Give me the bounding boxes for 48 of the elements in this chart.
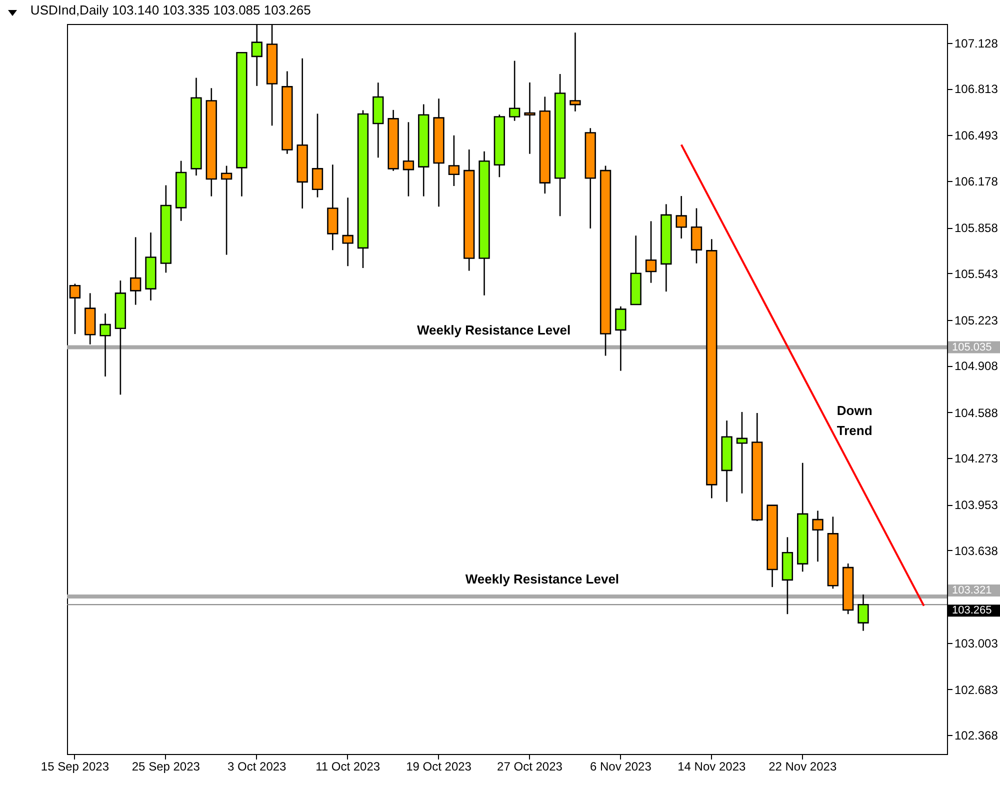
y-tick-label: 102.683 [954,682,998,697]
annotation: Down Trend [836,402,872,438]
candlestick [690,208,702,264]
candlestick [312,113,324,198]
ref-line-label: Weekly Resistance Level [465,572,620,587]
x-tick-label: 27 Oct 2023 [497,760,563,774]
text: 103.265 [952,604,992,617]
candlestick [858,594,869,632]
x-tick-label: 19 Oct 2023 [406,760,472,774]
x-tick-label: 25 Sep 2023 [132,760,200,774]
x-tick-label: 6 Nov 2023 [590,760,652,774]
y-tick-label: 105.543 [954,266,998,281]
candlestick [645,220,657,284]
text: 103.321 [952,584,992,597]
y-tick-label: 105.223 [954,313,998,328]
y-tick-label: 103.953 [954,498,998,512]
y-tick-label: 106.813 [954,82,998,96]
candlestick [100,312,111,378]
x-tick-label: 3 Oct 2023 [228,760,287,774]
y-tick-label: 107.128 [954,36,998,50]
x-tick-label: 14 Nov 2023 [678,760,746,774]
candlestick [812,510,824,562]
y-tick-label: 103.003 [954,636,998,650]
candlestick [448,134,460,187]
y-tick-label: 106.493 [954,128,998,143]
candlestick [402,122,414,197]
x-tick-label: 22 Nov 2023 [768,760,837,774]
candlestick [615,306,626,372]
y-tick-label: 104.273 [954,452,998,466]
candlestick [509,60,520,122]
candlestick [570,32,581,112]
y-tick-label: 104.908 [954,359,998,374]
y-tick-label: 105.858 [954,221,998,236]
x-tick-label: 11 Oct 2023 [316,760,380,774]
ref-line-label: Weekly Resistance Level [416,322,571,338]
candlestick [736,411,748,494]
text: 105.035 [952,341,992,354]
y-tick-label: 104.588 [954,406,998,420]
chart-title: USDInd,Daily 103.140 103.335 103.085 103.265 [30,2,311,18]
y-tick-label: 103.638 [954,544,998,558]
candlestick [524,82,536,155]
x-tick-label: 15 Sep 2023 [40,760,110,774]
candlestick [342,196,354,267]
candlestick [130,236,142,306]
candlestick [220,165,232,256]
y-tick-label: 106.178 [954,174,998,189]
y-tick-label: 102.368 [954,728,998,743]
candlestick [676,195,687,240]
